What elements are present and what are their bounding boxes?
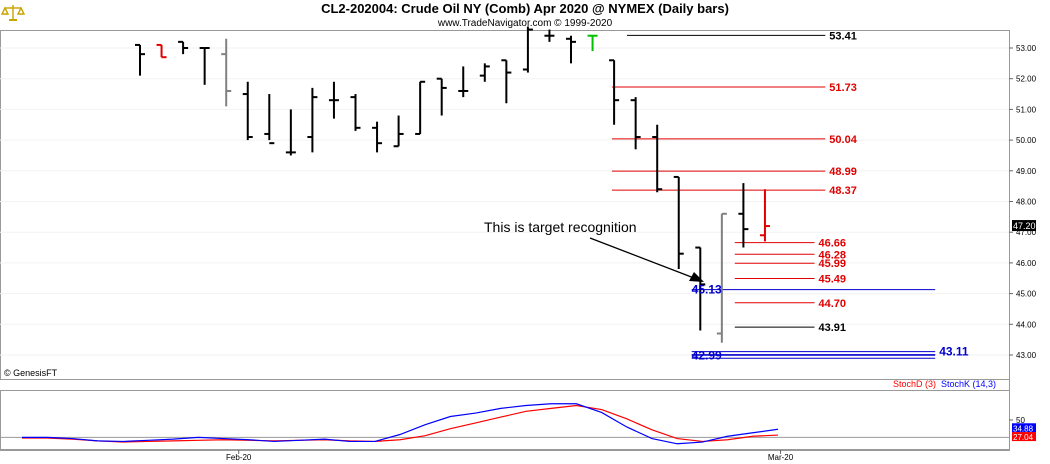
copyright-line: www.TradeNavigator.com © 1999-2020 xyxy=(437,18,613,29)
ohlc-bar xyxy=(436,77,447,116)
price-tick-label: 50.00 xyxy=(1016,136,1037,145)
target-level-labels: 53.41 51.73 50.04 48.99 48.37 46.6646.2845.99… xyxy=(692,30,969,362)
ohlc-bar xyxy=(415,80,426,135)
ohlc-bar xyxy=(566,35,576,64)
logo xyxy=(0,5,26,21)
ohlc-bar xyxy=(759,189,770,242)
ohlc-bar xyxy=(393,115,404,148)
osc-badge-box xyxy=(1012,432,1036,442)
ohlc-bar xyxy=(458,66,469,98)
price-tick-label: 51.00 xyxy=(1016,105,1037,114)
annotation-text: This is target recognition xyxy=(484,219,637,235)
level-label: 43.91 xyxy=(819,322,847,334)
price-tick-label: 46.00 xyxy=(1016,259,1037,268)
level-label: 44.70 xyxy=(819,298,847,310)
target-level-lines xyxy=(611,34,936,359)
chart-title: CL2-202004: Crude Oil NY (Comb) Apr 2020… xyxy=(321,1,729,16)
scales-logo-icon xyxy=(0,5,26,21)
level-label: 46.28 xyxy=(819,249,847,261)
oscillator-axis: 50 xyxy=(1009,416,1025,425)
ohlc-bar xyxy=(501,59,512,104)
price-axis: 53.00 52.00 51.00 50.00 49.00 48.00 47.00 46.00… xyxy=(1009,44,1037,360)
ohlc-bar xyxy=(544,29,555,42)
level-label: 48.99 xyxy=(829,166,857,178)
ohlc-bar xyxy=(479,63,490,82)
ohlc-bar xyxy=(522,26,533,73)
ohlc-bar xyxy=(695,246,706,331)
ohlc-bars xyxy=(135,26,770,343)
annotation-arrow xyxy=(589,237,695,279)
ohlc-bar xyxy=(738,183,749,248)
watermark: © GenesisFT xyxy=(4,368,58,378)
ohlc-bar xyxy=(242,81,253,141)
price-tick-label: 44.00 xyxy=(1016,320,1037,329)
price-panel-frame xyxy=(0,30,1010,380)
ohlc-bar xyxy=(673,175,684,270)
level-label: 50.04 xyxy=(829,134,857,146)
stochastic-lines xyxy=(0,403,1009,445)
price-tick-label: 53.00 xyxy=(1016,44,1037,53)
level-label: 42.99 xyxy=(692,348,722,362)
ohlc-bar xyxy=(221,38,232,107)
last-price-badge: 47.20 xyxy=(1012,220,1036,232)
ohlc-bar xyxy=(652,124,663,193)
ohlc-bar xyxy=(609,59,620,125)
ohlc-bar xyxy=(350,94,361,131)
price-tick-label: 48.00 xyxy=(1016,198,1037,207)
osc-badge-value: 34.88 xyxy=(1013,424,1034,433)
price-tick-label: 45.00 xyxy=(1016,290,1037,299)
ohlc-bar xyxy=(285,109,296,156)
price-tick-label: 47.00 xyxy=(1016,228,1037,237)
ohlc-bar xyxy=(716,212,727,343)
annotation-arrowhead xyxy=(689,272,704,282)
level-label: 45.13 xyxy=(692,283,722,297)
ohlc-bar xyxy=(307,87,318,153)
ohlc-bar xyxy=(156,43,167,59)
price-tick-label: 49.00 xyxy=(1016,167,1037,176)
legend-stochk: StochK (14,3) xyxy=(941,379,996,389)
ohlc-bar xyxy=(264,94,275,145)
price-grid xyxy=(0,47,1009,356)
level-label: 43.11 xyxy=(939,345,969,359)
stochd-line xyxy=(22,404,779,443)
date-tick-label: Mar-20 xyxy=(768,453,794,462)
osc-badge-box xyxy=(1012,423,1036,433)
price-tick-label: 43.00 xyxy=(1016,351,1037,360)
level-label: 48.37 xyxy=(829,185,857,197)
date-axis: Feb-20 Mar-20 xyxy=(226,450,794,462)
ohlc-bar xyxy=(135,43,145,76)
osc-badge-value: 27.04 xyxy=(1013,433,1034,442)
legend-stochd: StochD (3) xyxy=(893,379,936,389)
level-label: 51.73 xyxy=(829,82,857,94)
osc-tick-label: 50 xyxy=(1016,416,1025,425)
annotation: This is target recognition xyxy=(484,219,704,282)
level-label: 53.41 xyxy=(829,30,857,42)
ohlc-bar xyxy=(178,40,189,55)
ohlc-bar xyxy=(328,81,339,119)
ohlc-bar xyxy=(587,34,598,52)
stochk-line xyxy=(22,403,779,445)
price-tick-label: 52.00 xyxy=(1016,75,1037,84)
date-tick-label: Feb-20 xyxy=(226,453,252,462)
level-label: 45.99 xyxy=(819,258,847,270)
ohlc-bar xyxy=(630,97,641,150)
ohlc-bar xyxy=(372,121,383,153)
level-label: 46.66 xyxy=(819,238,847,250)
level-label: 45.49 xyxy=(819,274,847,286)
oscillator-legend: StochD (3) StochK (14,3) xyxy=(893,379,996,389)
ohlc-bar xyxy=(199,47,210,85)
last-price-value: 47.20 xyxy=(1013,221,1036,231)
